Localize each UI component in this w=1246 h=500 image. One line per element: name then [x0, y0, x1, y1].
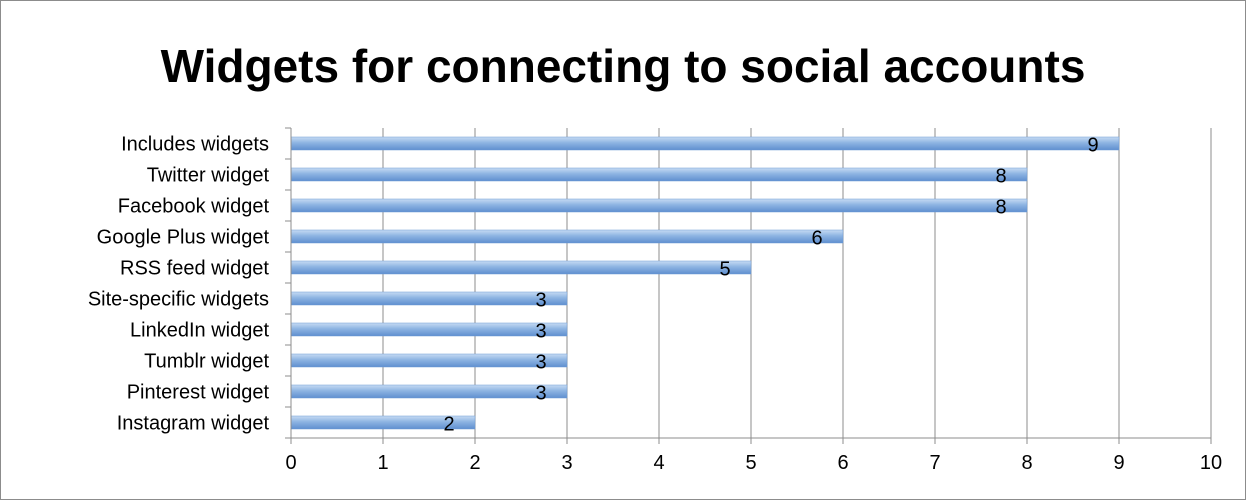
bar [290, 322, 568, 337]
x-tick-label: 10 [1200, 452, 1222, 474]
x-tick-label: 3 [561, 452, 572, 474]
data-label: 8 [995, 166, 1006, 188]
category-label: Instagram widget [117, 413, 270, 435]
data-label: 6 [811, 228, 822, 250]
bar [290, 167, 1028, 182]
x-tick-label: 2 [469, 452, 480, 474]
category-label: RSS feed widget [120, 258, 269, 280]
data-label: 3 [535, 383, 546, 405]
bar [290, 384, 568, 399]
bar [290, 291, 568, 306]
bar [290, 229, 844, 244]
chart-title: Widgets for connecting to social account… [160, 40, 1086, 92]
data-label: 3 [535, 321, 546, 343]
data-label: 8 [995, 197, 1006, 219]
data-label: 3 [535, 352, 546, 374]
x-tick-label: 6 [837, 452, 848, 474]
x-tick-label: 4 [653, 452, 664, 474]
category-label: Google Plus widget [97, 227, 270, 249]
data-label: 3 [535, 290, 546, 312]
category-label: Facebook widget [118, 196, 270, 218]
data-label: 2 [443, 414, 454, 436]
category-label: Pinterest widget [127, 382, 270, 404]
data-label: 5 [719, 259, 730, 281]
x-tick-label: 7 [929, 452, 940, 474]
category-label: Tumblr widget [144, 351, 269, 373]
category-label: Site-specific widgets [88, 289, 269, 311]
category-label: Twitter widget [147, 165, 270, 187]
bar [290, 353, 568, 368]
x-tick-label: 9 [1113, 452, 1124, 474]
x-tick-label: 0 [285, 452, 296, 474]
bar [290, 136, 1120, 151]
bar [290, 198, 1028, 213]
x-tick-label: 8 [1021, 452, 1032, 474]
category-label: LinkedIn widget [130, 320, 269, 342]
category-label: Includes widgets [121, 134, 269, 156]
bar [290, 260, 752, 275]
data-label: 9 [1087, 135, 1098, 157]
x-tick-label: 1 [377, 452, 388, 474]
x-tick-label: 5 [745, 452, 756, 474]
